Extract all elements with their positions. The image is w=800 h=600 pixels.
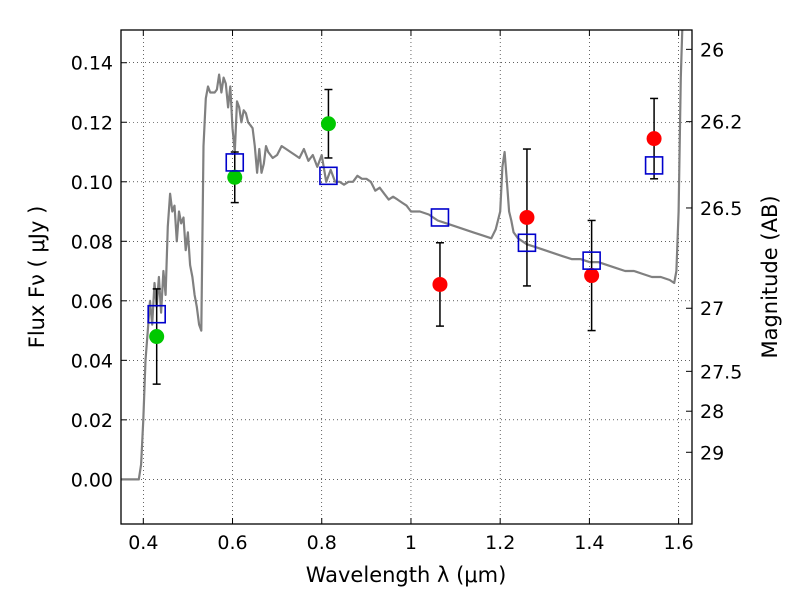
model-square-marker — [517, 233, 537, 253]
x-axis-label: Wavelength λ (μm) — [306, 563, 507, 587]
right-tick-label: 27 — [700, 298, 724, 320]
y-axis-label: Flux Fν ( μJy ) — [25, 206, 49, 349]
y-tick-label: 0.10 — [71, 172, 113, 194]
y-tick-label: 0.00 — [71, 469, 113, 491]
y-tick-label: 0.14 — [71, 53, 113, 75]
right-tick-label: 29 — [700, 442, 724, 464]
plot-layer — [121, 30, 684, 481]
plot-area-background — [121, 30, 692, 524]
right-tick-label: 26 — [700, 39, 724, 61]
green-data-point — [149, 329, 165, 345]
green-data-point — [227, 169, 243, 185]
green-data-point — [320, 116, 336, 132]
model-square-marker — [147, 304, 166, 324]
right-tick-label: 28 — [700, 401, 724, 423]
tick-labels: 0.4 0.6 0.8 1 1.2 1.4 1.6 0.00 0.02 0.04 0.06 0.08 0… — [71, 39, 743, 554]
model-square-marker — [644, 156, 664, 175]
x-tick-label: 0.6 — [217, 532, 247, 554]
red-data-point — [432, 276, 448, 292]
x-tick-label: 1.6 — [664, 532, 694, 554]
axis-ticks — [121, 30, 692, 524]
model-square-marker — [319, 166, 338, 186]
y-tick-label: 0.06 — [71, 291, 113, 313]
model-square-marker — [582, 251, 601, 270]
red-data-point — [584, 268, 600, 284]
y-tick-label: 0.02 — [71, 410, 113, 432]
x-tick-label: 0.8 — [307, 532, 337, 554]
x-tick-label: 0.4 — [128, 532, 158, 554]
model-spectrum-line — [121, 30, 684, 481]
red-data-point — [646, 131, 662, 147]
right-tick-label: 26.2 — [700, 112, 742, 134]
right-tick-label: 27.5 — [700, 361, 742, 383]
model-square-marker — [430, 208, 450, 227]
right-axis-label: Magnitude (AB) — [758, 195, 782, 358]
y-tick-label: 0.04 — [71, 350, 113, 372]
model-square-marker — [225, 153, 245, 172]
right-tick-label: 26.5 — [700, 198, 742, 220]
y-tick-label: 0.12 — [71, 112, 113, 134]
x-tick-label: 1.4 — [574, 532, 604, 554]
x-tick-label: 1.2 — [485, 532, 515, 554]
plot-frame — [120, 29, 693, 525]
x-tick-label: 1 — [405, 532, 417, 554]
red-data-point — [519, 209, 535, 225]
y-tick-label: 0.08 — [71, 231, 113, 253]
